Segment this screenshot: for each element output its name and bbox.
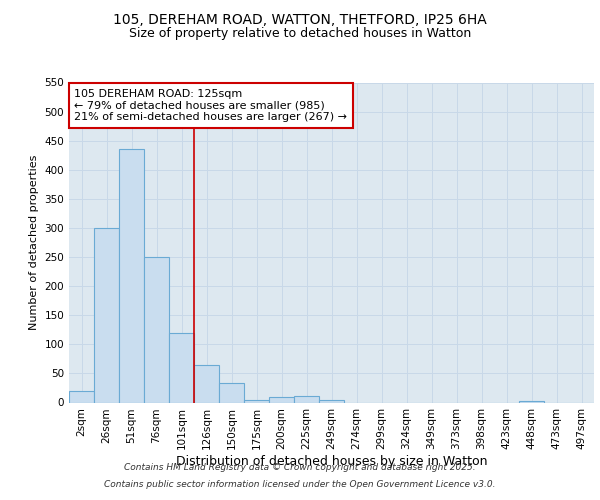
Bar [269,396,294,402]
Text: Contains HM Land Registry data © Crown copyright and database right 2025.: Contains HM Land Registry data © Crown c… [124,464,476,472]
Text: 105, DEREHAM ROAD, WATTON, THETFORD, IP25 6HA: 105, DEREHAM ROAD, WATTON, THETFORD, IP2… [113,12,487,26]
X-axis label: Distribution of detached houses by size in Watton: Distribution of detached houses by size … [176,455,487,468]
Bar [319,400,344,402]
Bar [144,257,169,402]
Text: Contains public sector information licensed under the Open Government Licence v3: Contains public sector information licen… [104,480,496,489]
Bar [169,332,194,402]
Text: 105 DEREHAM ROAD: 125sqm
← 79% of detached houses are smaller (985)
21% of semi-: 105 DEREHAM ROAD: 125sqm ← 79% of detach… [74,89,347,122]
Y-axis label: Number of detached properties: Number of detached properties [29,155,39,330]
Bar [294,396,319,402]
Bar [94,228,119,402]
Text: Size of property relative to detached houses in Watton: Size of property relative to detached ho… [129,28,471,40]
Bar [219,384,244,402]
Bar [194,364,219,403]
Bar [119,150,144,402]
Bar [69,391,94,402]
Bar [519,401,544,402]
Bar [244,400,269,402]
